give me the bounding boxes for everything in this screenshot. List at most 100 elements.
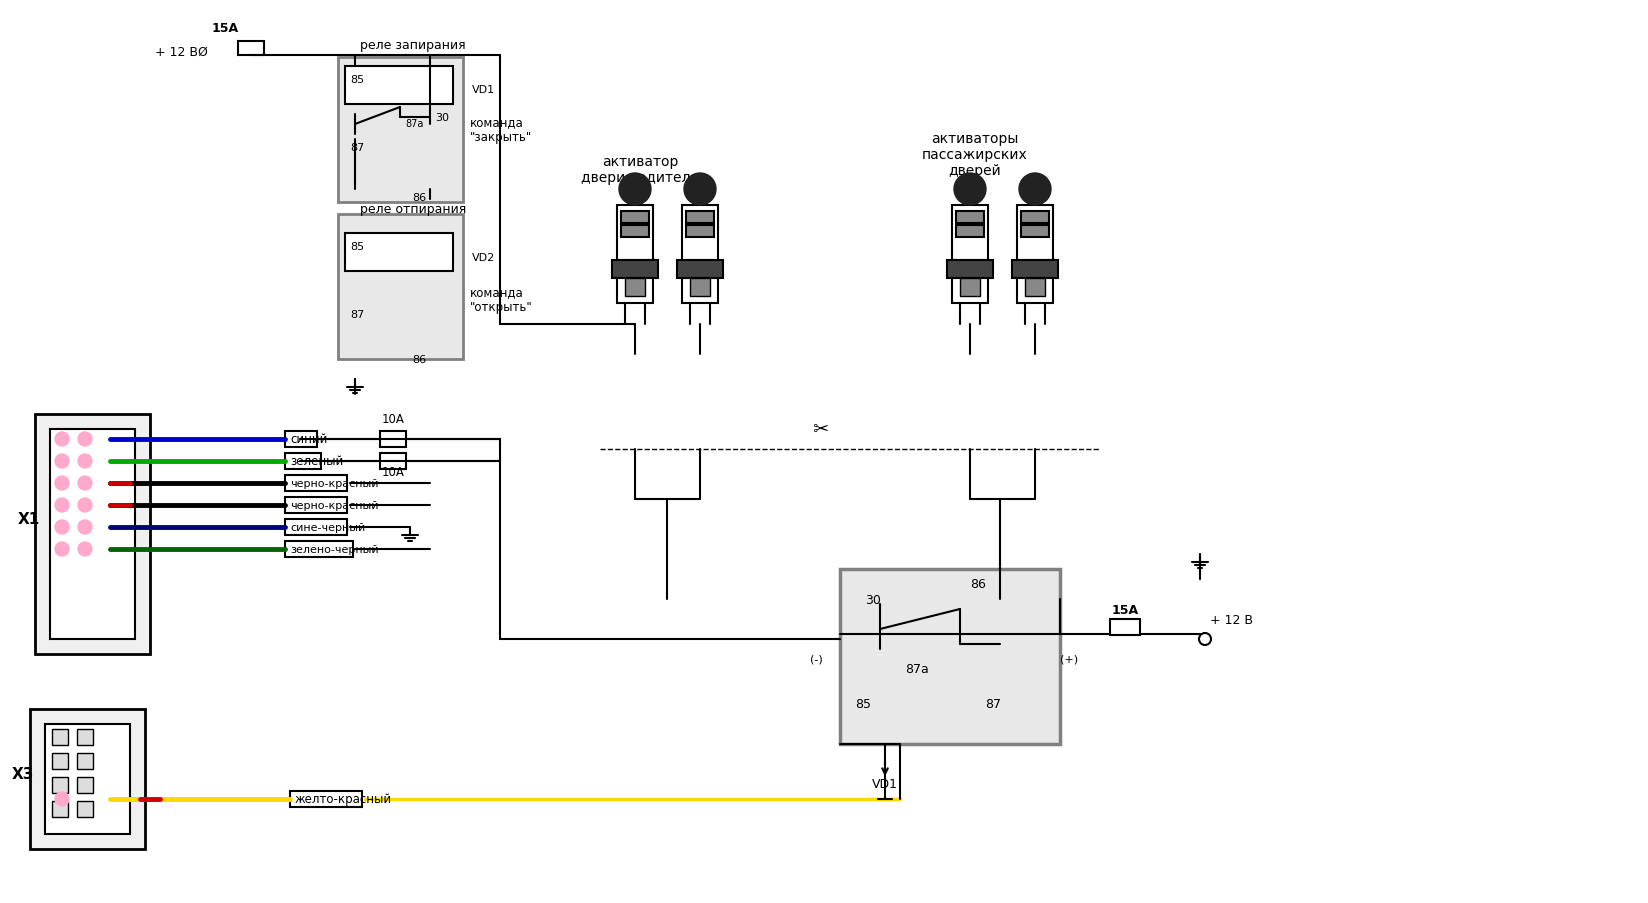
Text: сине-черный: сине-черный	[290, 523, 366, 533]
Text: 10А: 10А	[382, 466, 404, 479]
Bar	[616, 279, 653, 303]
Bar	[285, 453, 321, 470]
Circle shape	[54, 477, 69, 490]
Text: 87: 87	[986, 698, 1000, 711]
Text: ✂: ✂	[812, 420, 829, 439]
Text: черно-красный: черно-красный	[290, 500, 379, 510]
Bar	[285, 432, 316, 448]
Bar	[53, 753, 68, 769]
Bar	[953, 206, 989, 261]
Circle shape	[54, 792, 69, 806]
Bar	[1017, 279, 1053, 303]
Bar	[691, 279, 710, 297]
Text: зеленый: зеленый	[290, 455, 343, 468]
Text: 30: 30	[865, 593, 882, 606]
Text: 85: 85	[349, 242, 364, 252]
Text: 87a: 87a	[905, 663, 929, 675]
Text: команда
"открыть": команда "открыть"	[470, 285, 532, 313]
Text: X3: X3	[12, 767, 35, 782]
Text: (+): (+)	[1060, 655, 1078, 665]
Bar	[686, 212, 714, 224]
Bar	[285, 542, 353, 557]
Circle shape	[77, 477, 92, 490]
Bar	[285, 519, 348, 535]
Bar	[625, 279, 644, 297]
Bar	[677, 261, 723, 279]
Bar	[344, 67, 453, 105]
Text: желто-красный: желто-красный	[295, 793, 392, 805]
Text: реле отпирания: реле отпирания	[359, 203, 466, 216]
Circle shape	[954, 173, 986, 206]
Circle shape	[54, 433, 69, 446]
Circle shape	[77, 454, 92, 469]
Bar	[840, 570, 1060, 744]
Text: зелено-черный: зелено-черный	[290, 545, 379, 554]
Bar	[285, 476, 348, 491]
Bar	[1017, 206, 1053, 261]
Text: VD2: VD2	[471, 253, 496, 263]
Text: + 12 ВØ: + 12 ВØ	[155, 45, 208, 59]
Bar	[53, 777, 68, 793]
Text: + 12 В: + 12 В	[1210, 613, 1252, 626]
Bar	[381, 453, 405, 470]
Bar	[338, 215, 463, 359]
Bar	[953, 279, 989, 303]
Bar	[961, 279, 981, 297]
Bar	[53, 730, 68, 745]
Bar	[1012, 261, 1058, 279]
Text: 87: 87	[349, 310, 364, 320]
Circle shape	[684, 173, 715, 206]
Text: 86: 86	[412, 192, 427, 203]
Circle shape	[54, 520, 69, 535]
Bar	[956, 226, 984, 237]
Bar	[682, 206, 719, 261]
Bar	[682, 279, 719, 303]
Text: 87: 87	[349, 143, 364, 153]
Bar	[381, 432, 405, 448]
Bar	[621, 212, 649, 224]
Bar	[686, 226, 714, 237]
Circle shape	[77, 433, 92, 446]
Text: реле запирания: реле запирания	[359, 40, 466, 52]
Bar	[44, 724, 130, 834]
Bar	[77, 753, 92, 769]
Bar	[290, 791, 363, 807]
Text: 15А: 15А	[1111, 603, 1139, 616]
Text: команда
"закрыть": команда "закрыть"	[470, 116, 532, 144]
Bar	[1022, 212, 1050, 224]
Text: синий: синий	[290, 433, 328, 446]
Text: 85: 85	[349, 75, 364, 85]
Text: VD1: VD1	[872, 777, 898, 791]
Text: 30: 30	[435, 113, 448, 123]
Circle shape	[54, 498, 69, 512]
Circle shape	[54, 543, 69, 556]
Bar	[53, 801, 68, 817]
Circle shape	[77, 520, 92, 535]
Text: активатор
двери водителя: активатор двери водителя	[582, 154, 699, 185]
Text: 85: 85	[855, 698, 872, 711]
Bar	[35, 414, 150, 655]
Bar	[956, 212, 984, 224]
Bar	[77, 730, 92, 745]
Bar	[338, 58, 463, 203]
Bar	[77, 801, 92, 817]
Text: активаторы
пассажирских
дверей: активаторы пассажирских дверей	[923, 132, 1028, 178]
Bar	[621, 226, 649, 237]
Bar	[1111, 619, 1140, 636]
Bar	[344, 234, 453, 272]
Circle shape	[77, 543, 92, 556]
Text: 86: 86	[971, 578, 986, 591]
Text: 86: 86	[412, 355, 427, 365]
Bar	[237, 42, 264, 56]
Bar	[30, 709, 145, 849]
Bar	[948, 261, 994, 279]
Bar	[616, 206, 653, 261]
Circle shape	[77, 498, 92, 512]
Circle shape	[54, 454, 69, 469]
Bar	[611, 261, 658, 279]
Text: черно-красный: черно-красный	[290, 479, 379, 489]
Circle shape	[620, 173, 651, 206]
Circle shape	[1018, 173, 1051, 206]
Bar	[77, 777, 92, 793]
Text: 87а: 87а	[405, 119, 424, 129]
